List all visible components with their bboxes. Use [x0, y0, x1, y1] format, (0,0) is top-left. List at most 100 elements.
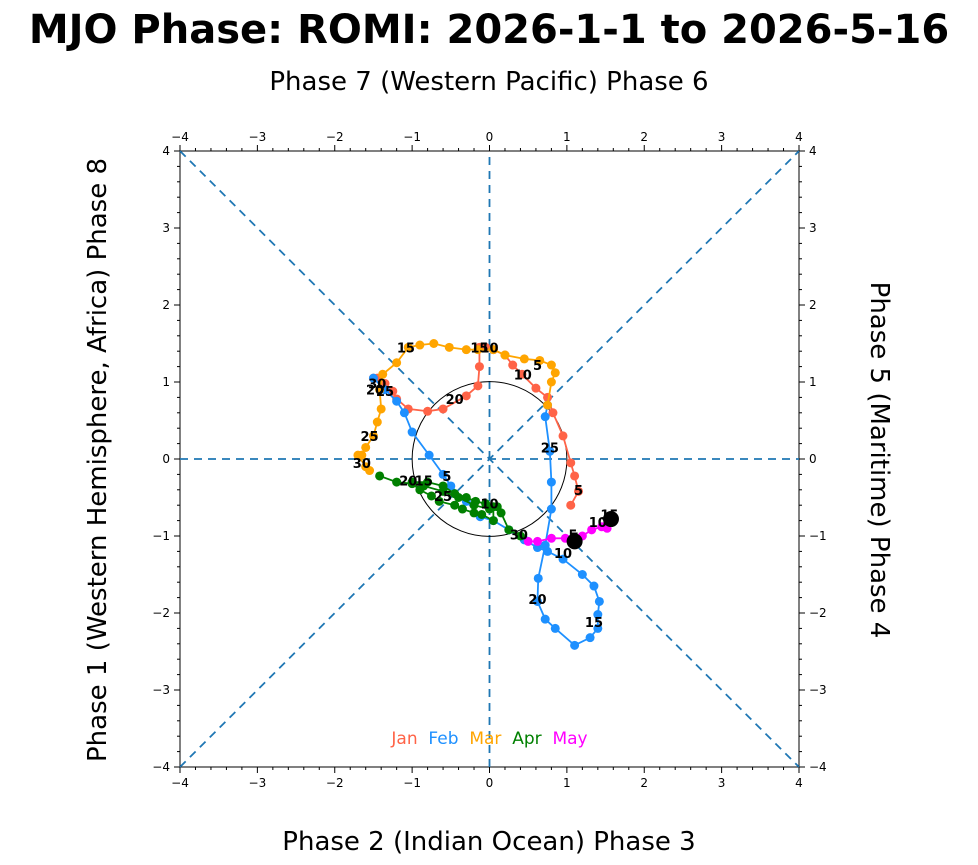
- tick-label-left: 4: [162, 144, 170, 158]
- data-point-mar: [368, 431, 378, 441]
- data-point-feb: [558, 554, 568, 564]
- day-label-jan: 30: [368, 378, 386, 393]
- data-point-feb: [589, 581, 599, 591]
- tick-label-bottom: 1: [563, 776, 571, 790]
- day-label-feb: 20: [528, 593, 546, 608]
- day-label-mar: 25: [361, 430, 379, 445]
- top-axis-label: Phase 7 (Western Pacific) Phase 6: [269, 67, 708, 97]
- data-point-mar: [429, 339, 439, 348]
- data-point-feb: [540, 412, 550, 422]
- data-point-feb: [593, 623, 603, 633]
- data-point-jan: [423, 406, 433, 416]
- tick-label-right: 3: [809, 221, 817, 235]
- data-point-feb: [399, 408, 409, 418]
- data-point-mar: [519, 354, 529, 364]
- day-label-jan: 20: [446, 393, 464, 408]
- data-point-feb: [446, 481, 456, 491]
- legend-entry-may: May: [542, 729, 588, 749]
- data-point-feb: [546, 504, 556, 514]
- tick-label-top: 3: [718, 130, 726, 144]
- tick-label-right: −4: [809, 760, 827, 774]
- tick-label-top: −4: [171, 130, 189, 144]
- day-label-apr: 5: [442, 470, 451, 485]
- tick-label-bottom: −2: [326, 776, 344, 790]
- tick-label-left: −3: [152, 683, 170, 697]
- data-point-mar: [361, 442, 371, 452]
- data-point-jan: [473, 381, 483, 391]
- tick-label-top: 4: [795, 130, 803, 144]
- day-label-apr: 10: [480, 498, 498, 513]
- data-point-feb: [438, 469, 448, 479]
- data-point-jan: [558, 431, 568, 441]
- legend-entry-feb: Feb: [418, 729, 459, 749]
- day-label-apr: 15: [415, 475, 433, 490]
- day-label-may: 10: [589, 516, 607, 531]
- data-point-apr: [461, 493, 471, 502]
- chart-title: MJO Phase: ROMI: 2026-1-1 to 2026-5-16: [29, 7, 949, 53]
- data-point-mar: [375, 385, 385, 395]
- data-point-apr: [438, 486, 448, 496]
- data-point-feb: [532, 543, 542, 553]
- day-label-jan: 15: [470, 341, 488, 356]
- tick-label-top: −1: [403, 130, 421, 144]
- data-point-mar: [415, 340, 425, 350]
- data-point-apr: [407, 477, 417, 487]
- data-point-jan: [380, 379, 390, 389]
- data-point-apr: [457, 504, 467, 514]
- data-point-apr: [392, 477, 402, 487]
- data-point-mar: [444, 342, 454, 352]
- data-point-feb: [550, 623, 560, 633]
- day-label-feb: 15: [585, 616, 603, 631]
- day-labels-layer: 5101520253051015202551015202530510152025…: [353, 341, 619, 631]
- data-point-jan: [517, 369, 527, 379]
- data-point-apr: [488, 516, 498, 526]
- start-marker: [566, 533, 583, 550]
- data-point-mar: [372, 417, 382, 427]
- bottom-axis-label: Phase 2 (Indian Ocean) Phase 3: [282, 827, 695, 857]
- tick-label-right: 1: [809, 375, 817, 389]
- tick-label-left: 2: [162, 298, 170, 312]
- data-point-mar: [378, 369, 388, 379]
- tick-label-bottom: 0: [486, 776, 494, 790]
- data-point-mar: [550, 368, 560, 378]
- legend-text: Jan Feb Mar Apr May: [390, 729, 587, 749]
- data-point-feb: [545, 446, 555, 456]
- tick-label-top: 2: [640, 130, 648, 144]
- day-label-feb: 10: [554, 547, 572, 562]
- series-mar: [353, 339, 560, 476]
- data-point-feb: [540, 614, 550, 624]
- tick-label-left: 1: [162, 375, 170, 389]
- data-point-may: [532, 536, 542, 546]
- series-apr: [375, 471, 525, 541]
- left-axis-label: Phase 1 (Western Hemisphere, Africa) Pha…: [83, 158, 113, 762]
- tick-label-bottom: 2: [640, 776, 648, 790]
- data-point-jan: [548, 408, 558, 418]
- data-point-mar: [500, 350, 510, 360]
- data-point-apr: [450, 500, 460, 510]
- data-point-feb: [392, 396, 402, 406]
- day-label-mar: 30: [353, 457, 371, 472]
- day-label-feb: 25: [541, 441, 559, 456]
- unit-circle: [411, 381, 568, 537]
- tick-label-top: −3: [249, 130, 267, 144]
- legend-entry-jan: Jan: [390, 729, 417, 749]
- day-label-mar: 15: [397, 341, 415, 356]
- data-point-feb: [368, 373, 378, 383]
- tick-label-bottom: −1: [403, 776, 421, 790]
- data-point-jan: [531, 383, 541, 393]
- data-point-mar: [543, 400, 553, 410]
- data-point-mar: [535, 355, 545, 365]
- data-point-mar: [376, 404, 386, 414]
- data-point-mar: [546, 360, 556, 370]
- data-point-feb: [540, 540, 550, 550]
- tick-label-bottom: 3: [718, 776, 726, 790]
- data-point-mar: [546, 377, 556, 387]
- data-point-feb: [570, 640, 580, 650]
- data-point-mar: [403, 342, 413, 352]
- data-point-apr: [485, 504, 494, 514]
- tick-label-bottom: 4: [795, 776, 803, 790]
- data-point-mar: [353, 450, 363, 460]
- day-label-jan: 5: [574, 484, 583, 499]
